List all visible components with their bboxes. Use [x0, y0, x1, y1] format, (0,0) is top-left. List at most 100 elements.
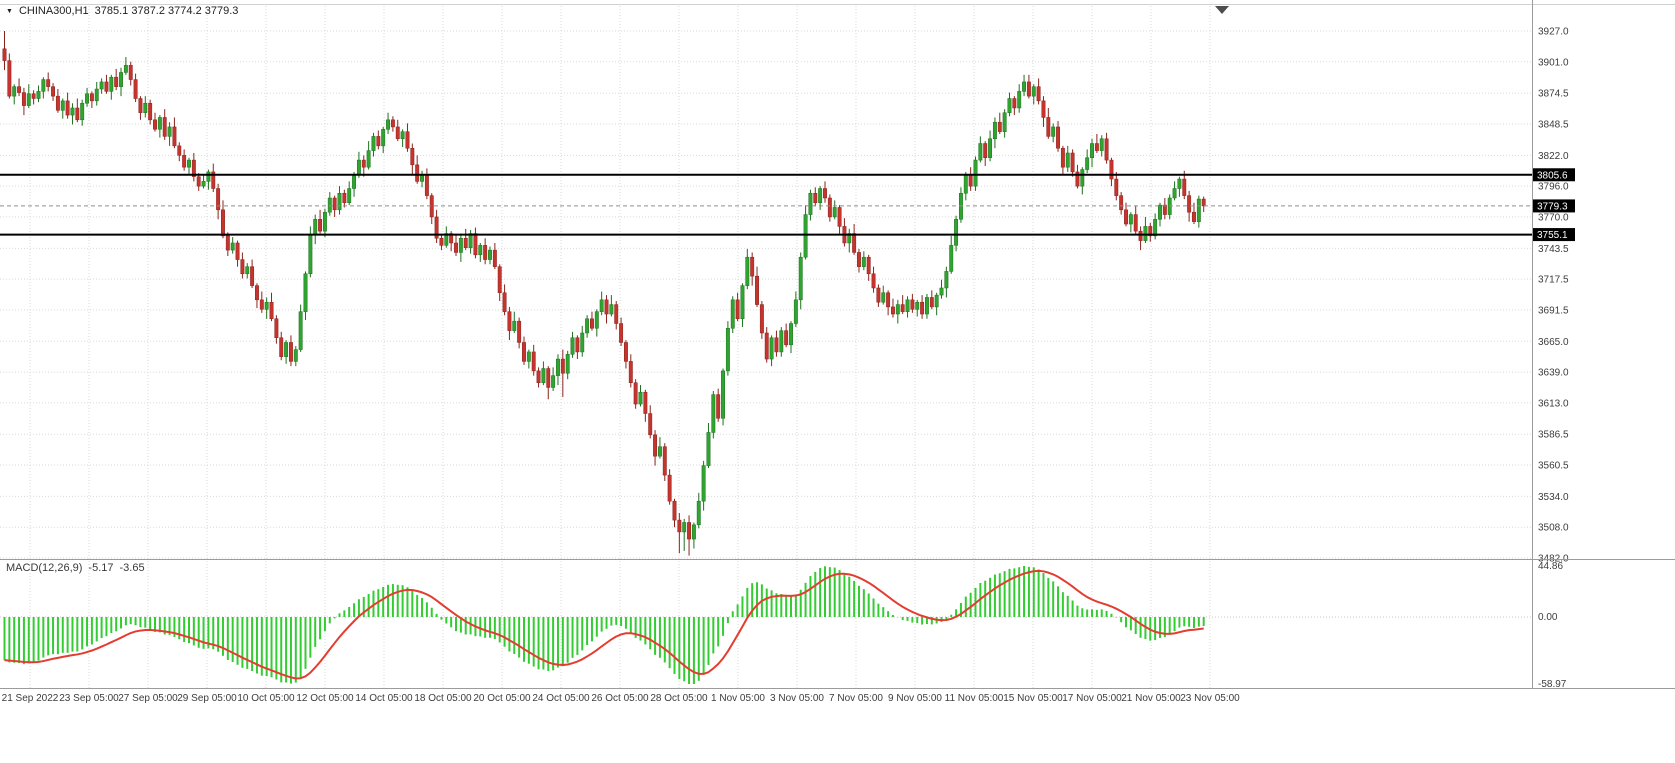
candle-body [1187, 195, 1192, 213]
candle-body [1177, 178, 1182, 189]
price-axis-label: 3822.0 [1538, 151, 1569, 162]
candle-body [245, 266, 250, 275]
candle-body [667, 474, 672, 502]
candle-body [808, 192, 813, 215]
candle-body [701, 465, 706, 502]
candle-body [483, 245, 488, 260]
time-axis-label: 15 Nov 05:00 [1003, 693, 1063, 704]
macd-signal-line [4, 569, 1204, 680]
macd-axis-label: 0.00 [1538, 612, 1558, 623]
candle-body [895, 304, 900, 315]
candle-body [123, 65, 128, 73]
price-tag-label: 3805.6 [1537, 170, 1568, 181]
candle-body [46, 79, 51, 87]
candle-body [1104, 138, 1109, 161]
candle-body [143, 102, 148, 113]
candle-body [182, 155, 187, 168]
candle-body [677, 519, 682, 533]
candle-body [881, 292, 886, 303]
candle-body [55, 95, 60, 111]
candle-body [740, 285, 745, 320]
candle-body [813, 192, 818, 203]
candle-body [206, 171, 211, 182]
time-axis-label: 20 Oct 05:00 [473, 693, 531, 704]
candle-body [405, 131, 410, 149]
candle-body [1080, 169, 1085, 187]
candle-body [478, 245, 483, 256]
candle-body [1201, 198, 1206, 207]
chart-menu-arrow-icon[interactable]: ▼ [6, 7, 13, 15]
candle-body [60, 100, 65, 111]
candle-body [153, 119, 157, 130]
candle-body [735, 299, 740, 320]
candle-body [327, 197, 332, 213]
candle-body [187, 159, 191, 168]
price-axis-label: 3639.0 [1538, 368, 1569, 379]
candle-body [221, 209, 225, 237]
candle-body [988, 138, 993, 158]
candle-body [1065, 152, 1070, 168]
candle-body [1172, 188, 1177, 199]
candle-body [109, 76, 114, 92]
time-axis-label: 28 Oct 05:00 [650, 693, 708, 704]
price-axis-label: 3927.0 [1538, 27, 1569, 38]
candle-body [1026, 81, 1031, 97]
time-axis-label: 10 Oct 05:00 [237, 693, 295, 704]
candle-body [871, 273, 876, 289]
candle-body [12, 86, 17, 97]
candle-body [211, 171, 216, 189]
candle-body [1075, 171, 1080, 187]
candle-body [716, 394, 721, 419]
candle-body [347, 188, 352, 203]
candle-body [954, 219, 959, 246]
candle-body [910, 299, 915, 310]
macd-pane[interactable] [0, 560, 1532, 689]
symbol-ohlc-values: 3785.1 3787.2 3774.2 3779.3 [94, 5, 239, 17]
time-axis[interactable] [0, 689, 1675, 763]
candle-body [225, 235, 230, 251]
candle-body [725, 328, 730, 372]
candle-body [230, 242, 235, 251]
candle-body [415, 164, 420, 182]
time-axis-label: 11 Nov 05:00 [945, 693, 1004, 704]
price-axis-label: 3613.0 [1538, 398, 1569, 409]
candle-body [764, 332, 769, 360]
chart-shift-marker[interactable] [1215, 6, 1229, 14]
price-axis[interactable] [1532, 0, 1675, 689]
candle-body [1158, 204, 1162, 220]
candle-body [876, 287, 881, 303]
time-axis-label: 14 Oct 05:00 [355, 693, 413, 704]
candle-body [604, 299, 609, 315]
chart-plot-area[interactable] [0, 6, 1532, 560]
candle-body [609, 304, 614, 315]
candle-body [332, 197, 337, 211]
candle-body [1192, 211, 1196, 222]
candle-body [1148, 226, 1153, 237]
candle-body [463, 237, 468, 248]
candle-body [706, 432, 711, 466]
candle-body [1002, 112, 1007, 132]
price-axis-label: 3901.0 [1538, 57, 1569, 68]
candle-body [21, 92, 26, 106]
candle-body [119, 72, 123, 87]
candle-body [551, 375, 556, 388]
candle-body [1090, 143, 1094, 158]
candle-body [653, 434, 658, 457]
candle-body [526, 351, 531, 362]
candle-body [1138, 230, 1143, 241]
candle-body [745, 256, 750, 286]
price-tag-label: 3779.3 [1537, 201, 1568, 212]
candle-body [983, 143, 988, 158]
candle-body [454, 242, 458, 253]
candle-body [1051, 126, 1056, 137]
candle-body [2, 48, 7, 61]
candle-body [531, 351, 536, 372]
candle-body [852, 233, 857, 253]
candle-body [488, 249, 492, 260]
time-axis-label: 23 Sep 05:00 [59, 693, 119, 704]
price-axis-label: 3691.5 [1538, 305, 1569, 316]
candle-body [755, 275, 759, 305]
candle-body [1022, 81, 1026, 92]
candle-body [104, 81, 109, 92]
